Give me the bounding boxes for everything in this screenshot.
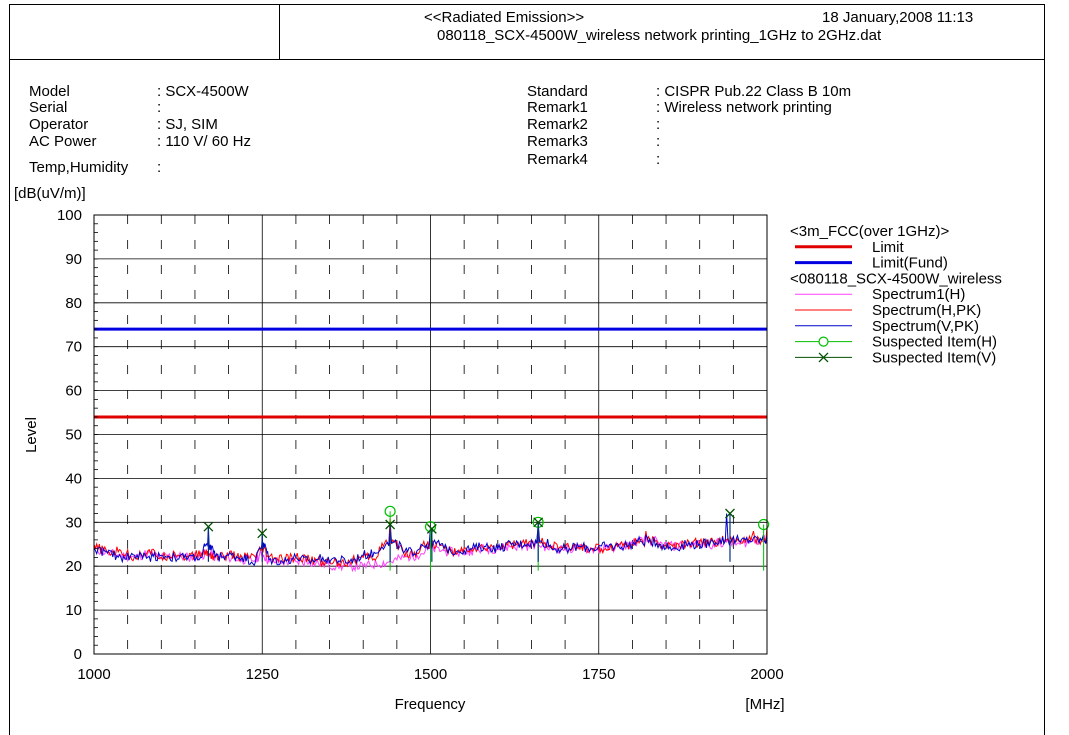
suspected-h-marker-0: [384, 505, 396, 517]
y-axis-label: Level: [23, 417, 40, 453]
meta-value-standard: : CISPR Pub.22 Class B 10m: [656, 83, 852, 100]
y-unit-label: [dB(uV/m)]: [14, 185, 86, 202]
report-datetime: 18 January,2008 11:13: [822, 9, 974, 26]
legend-label-8: Suspected Item(V): [872, 349, 996, 366]
legend-label-7: Suspected Item(H): [872, 334, 997, 351]
legend-circle-7: [818, 336, 829, 347]
y-tick-label-100: 100: [57, 207, 82, 224]
report-frame: [9, 4, 1045, 735]
suspected-h-marker-1: [424, 521, 437, 533]
x-tick-label-1000: 1000: [77, 666, 110, 683]
meta-value-remark1: : Wireless network printing: [656, 99, 832, 116]
legend-cross-8: [818, 352, 829, 363]
suspected-v-marker-4: [533, 517, 544, 528]
x-axis-label: Frequency: [395, 696, 466, 713]
spectrum-series: [93, 513, 768, 573]
meta-label-temp-humidity: Temp,Humidity: [29, 159, 129, 176]
axes: 0 10 20 30 40 50 60 70 80 90 100 1000 1250 1500 1750 20…: [14, 185, 785, 713]
meta-value-temp-humidity: :: [157, 159, 162, 176]
meta-value-remark3: :: [656, 133, 661, 150]
meta-label-remark3: Remark3: [527, 133, 588, 150]
limit-lines: [94, 327, 767, 419]
report-filename: 080118_SCX-4500W_wireless network printi…: [437, 27, 882, 44]
suspected-v-marker-0: [203, 521, 214, 532]
y-tick-label-80: 80: [65, 295, 82, 312]
meta-value-remark4: :: [656, 151, 661, 168]
y-tick-label-30: 30: [65, 514, 82, 531]
meta-value-model: : SCX-4500W: [157, 83, 249, 100]
y-tick-label-70: 70: [65, 339, 82, 356]
legend-label-1: Limit: [872, 239, 905, 256]
x-tick-label-1500: 1500: [414, 666, 447, 683]
meta-label-serial: Serial: [29, 99, 68, 116]
report-title: <<Radiated Emission>>: [424, 9, 585, 26]
header-divider: [9, 59, 1044, 60]
legend-header-0: <3m_FCC(over 1GHz)>: [790, 223, 949, 240]
suspected-h-marker-3: [758, 518, 770, 531]
suspected-v-marker-3: [426, 523, 437, 534]
meta-label-model: Model: [29, 83, 70, 100]
suspected-v-marker-1: [257, 528, 268, 539]
meta-label-standard: Standard: [527, 83, 588, 100]
y-tick-label-50: 50: [65, 427, 82, 444]
grid: [94, 215, 767, 654]
y-tick-label-60: 60: [65, 383, 82, 400]
y-tick-label-90: 90: [65, 251, 82, 268]
suspected-v-marker-2: [385, 519, 396, 530]
y-tick-label-20: 20: [65, 558, 82, 575]
series-line-2: [93, 513, 768, 567]
legend: <3m_FCC(over 1GHz)>LimitLimit(Fund)<0801…: [790, 223, 1002, 366]
meta-value-remark2: :: [656, 116, 661, 133]
legend-label-2: Limit(Fund): [872, 255, 948, 272]
meta-label-ac-power: AC Power: [29, 133, 97, 150]
plot-frame: [93, 214, 768, 655]
meta-label-remark4: Remark4: [527, 151, 588, 168]
y-tick-label-0: 0: [74, 646, 82, 663]
x-tick-label-2000: 2000: [750, 666, 783, 683]
suspected-markers: [203, 505, 770, 571]
meta-value-operator: : SJ, SIM: [157, 116, 218, 133]
legend-label-4: Spectrum1(H): [872, 286, 965, 303]
meta-label-remark1: Remark1: [527, 99, 588, 116]
meta-label-remark2: Remark2: [527, 116, 588, 133]
y-tick-label-40: 40: [65, 470, 82, 487]
legend-header-3: <080118_SCX-4500W_wireless: [790, 270, 1002, 287]
x-tick-label-1750: 1750: [582, 666, 615, 683]
y-tick-label-10: 10: [65, 602, 82, 619]
legend-label-5: Spectrum(H,PK): [872, 302, 981, 319]
title-box: [9, 4, 280, 59]
suspected-v-marker-5: [725, 508, 735, 519]
meta-value-ac-power: : 110 V/ 60 Hz: [157, 133, 251, 150]
x-tick-label-1250: 1250: [246, 666, 279, 683]
x-unit-label: [MHz]: [745, 696, 784, 713]
meta-value-serial: :: [157, 99, 162, 116]
meta-label-operator: Operator: [29, 116, 89, 133]
legend-label-6: Spectrum(V,PK): [872, 318, 979, 335]
